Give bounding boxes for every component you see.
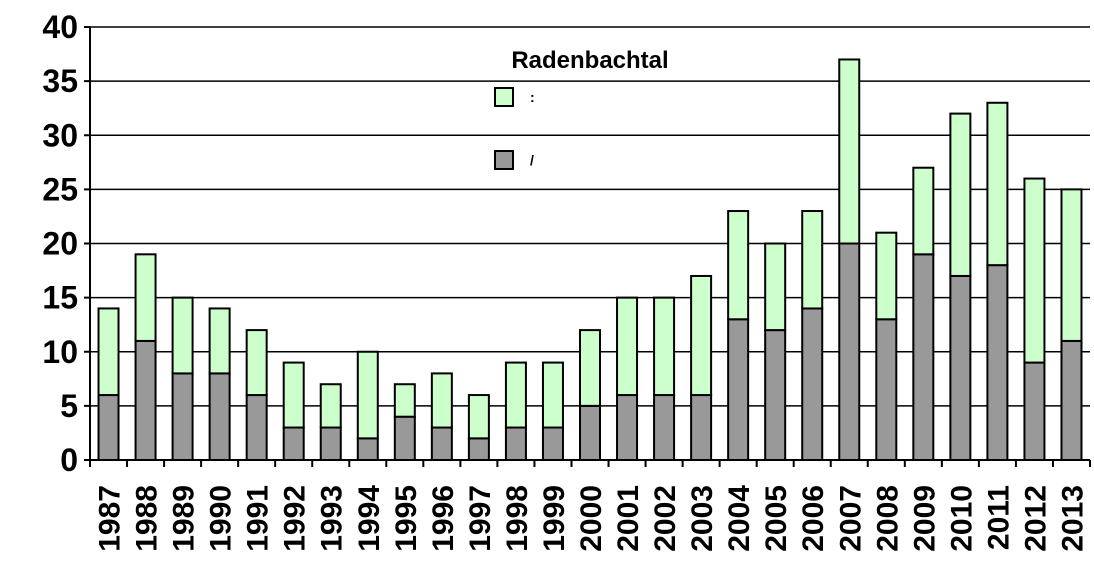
x-tick-label: 1993 xyxy=(316,485,349,552)
bar-segment xyxy=(653,394,676,461)
x-tick-label: 2000 xyxy=(575,485,608,552)
bar-segment xyxy=(764,242,787,332)
bar-segment xyxy=(579,404,601,461)
x-tick-label: 2002 xyxy=(649,485,682,552)
bar-segment xyxy=(875,231,898,321)
bar-segment xyxy=(1023,361,1046,462)
bar-segment xyxy=(282,426,305,461)
x-tick-label: 1987 xyxy=(94,485,127,552)
bar-segment xyxy=(393,383,416,418)
bar-segment xyxy=(912,166,935,256)
bar-segment xyxy=(801,307,824,462)
bar-segment xyxy=(690,394,713,461)
x-tick-label: 1995 xyxy=(390,485,423,552)
bar-segment xyxy=(838,58,861,245)
legend-label: : xyxy=(530,89,535,105)
bar-segment xyxy=(801,210,824,310)
y-tick-label: 0 xyxy=(60,442,78,478)
x-tick-label: 2005 xyxy=(760,485,793,552)
bar-segment xyxy=(949,112,972,277)
bar-segment xyxy=(97,307,120,397)
x-tick-label: 1996 xyxy=(427,485,460,552)
bar-segment xyxy=(727,318,750,461)
x-tick-label: 1989 xyxy=(168,485,201,552)
bar-segment xyxy=(171,296,194,375)
y-tick-label: 10 xyxy=(42,334,78,370)
bar-segment xyxy=(393,415,416,462)
y-tick-label: 15 xyxy=(42,280,78,316)
x-tick-label: 1991 xyxy=(242,485,275,552)
bar-segment xyxy=(949,274,972,461)
x-tick-label: 2003 xyxy=(686,485,719,552)
bar-segment xyxy=(208,307,231,375)
bar-segment xyxy=(1023,177,1046,364)
x-tick-label: 2007 xyxy=(834,485,867,552)
legend-label: / xyxy=(530,152,534,168)
x-tick-label: 1997 xyxy=(464,485,497,552)
legend-swatch xyxy=(494,87,514,107)
y-tick-label: 20 xyxy=(42,226,78,262)
bar-segment xyxy=(579,329,601,407)
x-tick-label: 1992 xyxy=(279,485,312,552)
x-tick-label: 2001 xyxy=(612,485,645,552)
bar-segment xyxy=(97,394,120,461)
y-tick-label: 5 xyxy=(60,388,78,424)
x-tick-label: 2012 xyxy=(1019,485,1052,552)
x-tick-label: 1988 xyxy=(131,485,164,552)
bar-segment xyxy=(134,253,157,342)
bar-segment xyxy=(1060,339,1083,461)
x-tick-label: 1998 xyxy=(501,485,534,552)
bar-segment xyxy=(430,372,453,429)
bar-segment xyxy=(319,426,342,461)
bar-segment xyxy=(356,350,379,440)
bar-segment xyxy=(430,426,453,461)
x-tick-label: 2006 xyxy=(797,485,830,552)
bar-segment xyxy=(541,361,564,429)
bar-segment xyxy=(356,437,379,462)
bar-segment xyxy=(690,274,713,397)
bar-segment xyxy=(616,394,639,461)
x-tick-label: 1990 xyxy=(205,485,238,552)
bar-segment xyxy=(653,296,676,397)
y-tick-label: 40 xyxy=(42,9,78,45)
bar-segment xyxy=(764,329,787,461)
x-tick-label: 2011 xyxy=(982,485,1015,550)
x-tick-label: 2010 xyxy=(945,485,978,552)
bar-segment xyxy=(616,296,639,397)
x-tick-label: 2008 xyxy=(871,485,904,552)
bar-segment xyxy=(875,318,898,461)
bar-segment xyxy=(838,242,861,461)
y-tick-label: 35 xyxy=(42,63,78,99)
bar-segment xyxy=(245,329,268,397)
bar-segment xyxy=(208,372,231,461)
legend-swatch xyxy=(494,150,514,170)
y-tick-label: 30 xyxy=(42,117,78,153)
chart-title: Radenbachtal xyxy=(511,47,668,74)
bar-segment xyxy=(282,361,305,429)
bar-segment xyxy=(1060,188,1083,342)
bar-segment xyxy=(467,394,490,440)
bar-segment xyxy=(504,361,527,429)
x-tick-label: 2009 xyxy=(908,485,941,552)
bar-segment xyxy=(504,426,527,461)
bar-segment xyxy=(171,372,194,461)
bar-segment xyxy=(727,210,750,321)
bar-segment xyxy=(319,383,342,429)
bar-segment xyxy=(912,253,935,461)
bar-segment xyxy=(467,437,490,462)
x-tick-label: 1994 xyxy=(353,485,386,552)
bar-segment xyxy=(541,426,564,461)
y-tick-label: 25 xyxy=(42,171,78,207)
x-tick-label: 2013 xyxy=(1056,485,1089,552)
bar-segment xyxy=(986,101,1009,267)
bar-segment xyxy=(986,264,1009,461)
bar-segment xyxy=(245,394,268,461)
x-tick-label: 2004 xyxy=(723,485,756,552)
bar-segment xyxy=(134,339,157,461)
x-tick-label: 1999 xyxy=(538,485,571,552)
